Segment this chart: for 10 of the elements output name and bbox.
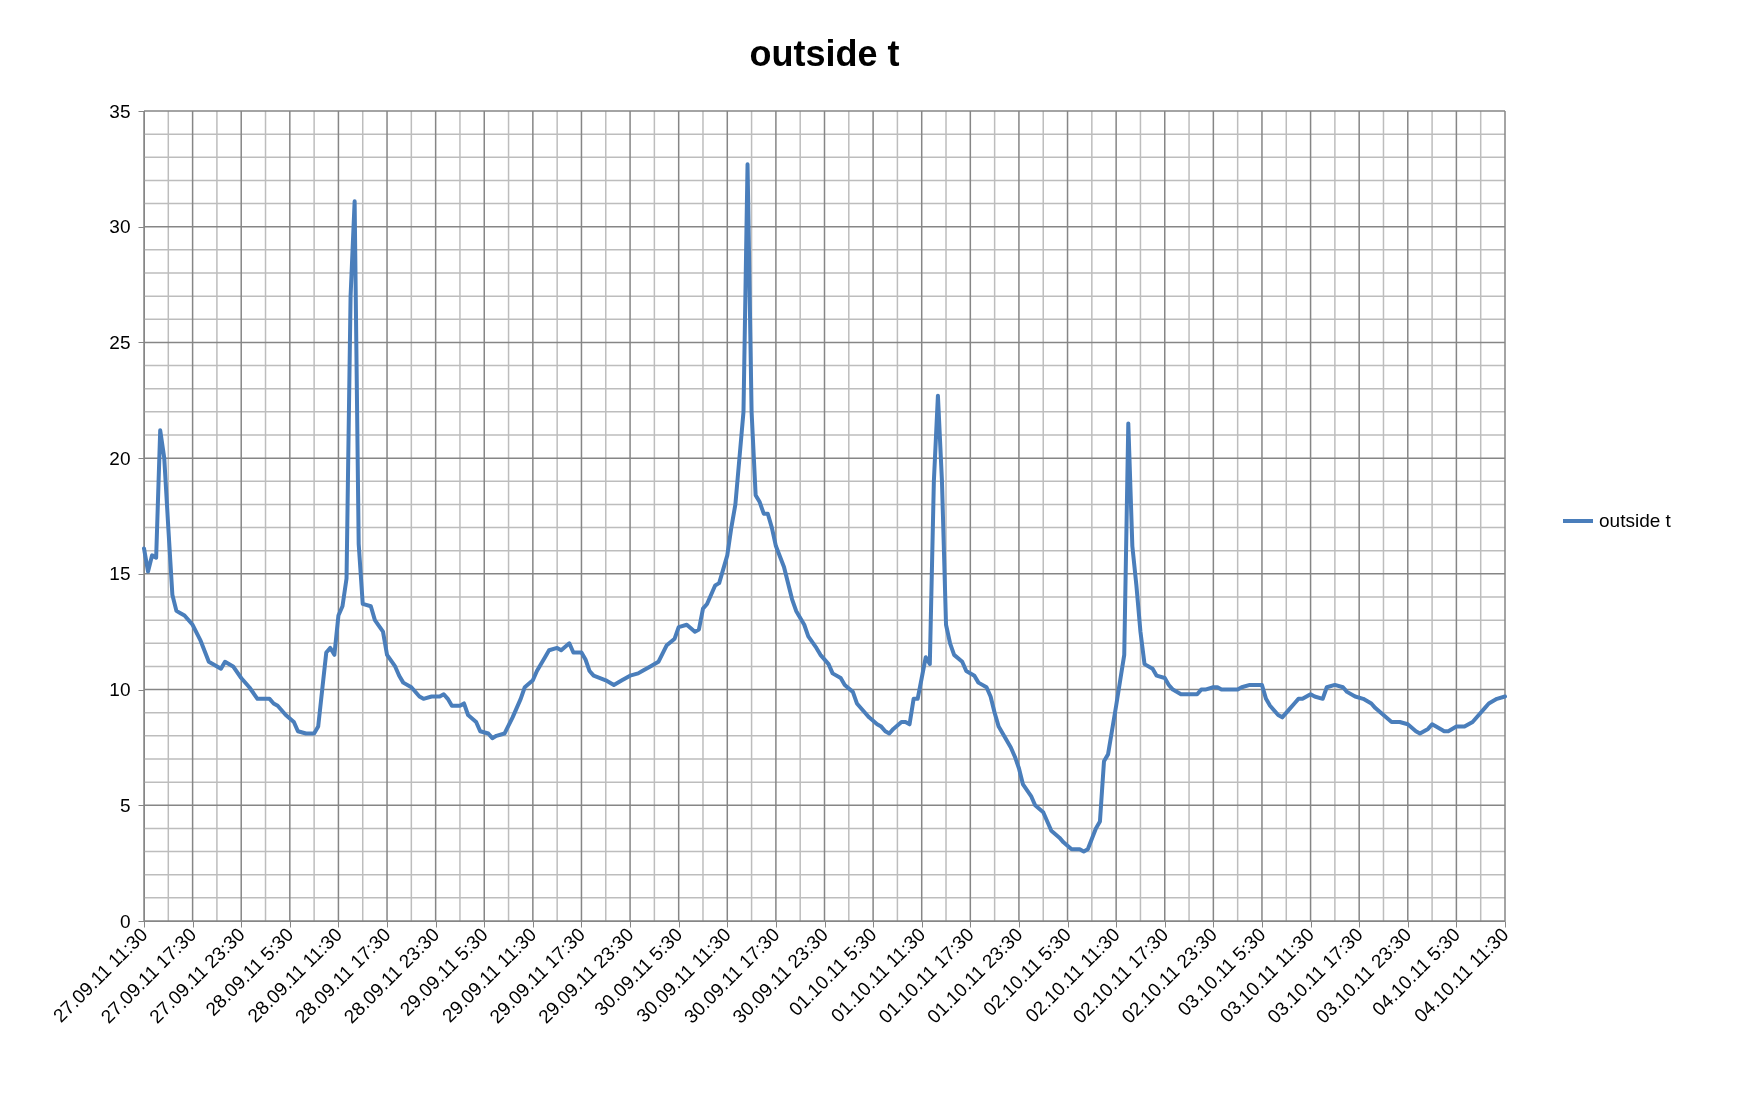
y-tick-label: 30	[109, 216, 131, 238]
y-tick-label: 0	[119, 910, 131, 932]
chart-title: outside t	[749, 33, 900, 74]
legend-label: outside t	[1599, 510, 1672, 531]
y-tick-label: 10	[109, 679, 131, 701]
y-tick-label: 35	[109, 100, 131, 122]
y-tick-label: 25	[109, 331, 131, 353]
y-tick-label: 15	[109, 563, 131, 585]
y-tick-label: 20	[109, 447, 131, 469]
y-tick-label: 5	[119, 794, 131, 816]
